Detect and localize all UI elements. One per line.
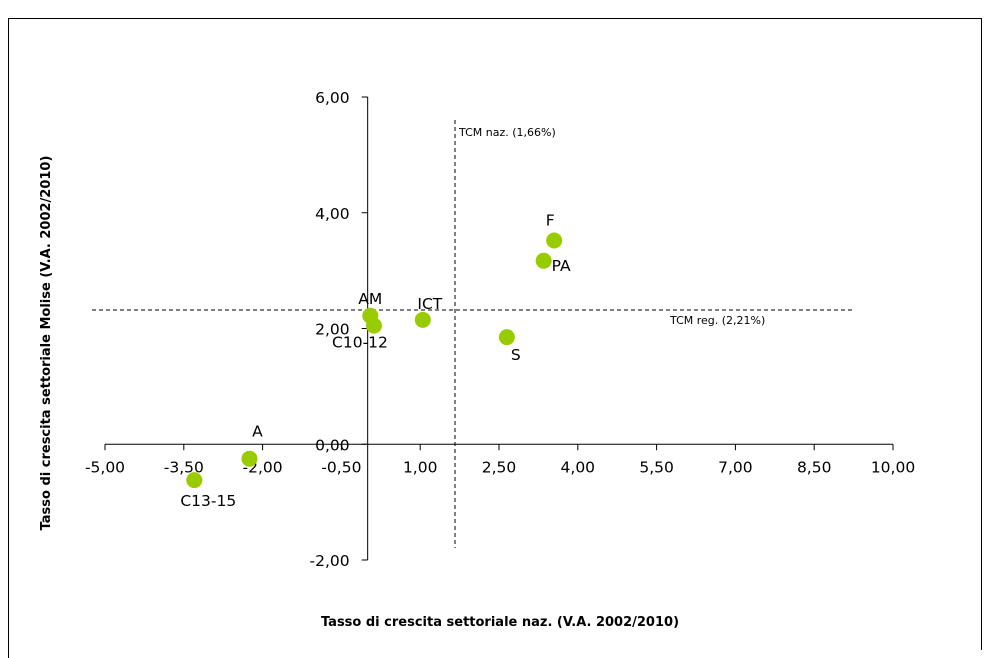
data-label-a: A — [252, 423, 263, 441]
data-point-ict — [414, 311, 431, 328]
y-tick-label: -2,00 — [310, 552, 350, 570]
data-label-am: AM — [358, 290, 382, 308]
data-label-pa: PA — [552, 257, 571, 275]
x-tick-label: 8,50 — [797, 458, 832, 476]
data-point-f — [546, 232, 563, 249]
data-label-s: S — [511, 346, 521, 364]
reference-lines: TCM naz. (1,66%) TCM reg. (2,21%) — [92, 120, 852, 548]
data-label-f: F — [546, 212, 555, 230]
data-point-a — [241, 450, 258, 467]
x-tick-label: -3,50 — [164, 458, 204, 476]
x-tick-label: -5,00 — [85, 458, 125, 476]
data-label-ict: ICT — [417, 295, 442, 313]
x-tick-label: 5,50 — [639, 458, 674, 476]
y-tick-label: 6,00 — [315, 89, 350, 107]
y-tick-label: 0,00 — [315, 436, 350, 454]
chart-frame-edge — [981, 18, 982, 650]
data-label-c10-12: C10-12 — [332, 334, 388, 352]
x-tick-label: 7,00 — [718, 458, 753, 476]
data-point-c13-15 — [186, 472, 203, 489]
x-axis-title: Tasso di crescita settoriale naz. (V.A. … — [321, 615, 679, 630]
x-tick-label: 4,00 — [561, 458, 596, 476]
data-point-pa — [535, 252, 552, 269]
x-tick-label: 1,00 — [403, 458, 438, 476]
data-point-c10-12 — [365, 317, 382, 334]
y-axis-title: Tasso di crescita settoriale Molise (V.A… — [39, 156, 54, 531]
chart-frame — [8, 18, 982, 658]
x-tick-label: -0,50 — [321, 458, 361, 476]
data-point-s — [498, 329, 515, 346]
y-tick-label: 2,00 — [315, 321, 350, 339]
x-tick-label: 2,50 — [482, 458, 517, 476]
national-reference-label: TCM naz. (1,66%) — [458, 126, 556, 139]
data-points: AM C10-12 ICT A C13-15 F PA S — [180, 212, 571, 511]
data-label-c13-15: C13-15 — [180, 492, 236, 510]
x-tick-label: 10,00 — [871, 458, 915, 476]
y-tick-label: 4,00 — [315, 205, 350, 223]
axes — [104, 96, 894, 561]
regional-reference-label: TCM reg. (2,21%) — [669, 314, 765, 327]
